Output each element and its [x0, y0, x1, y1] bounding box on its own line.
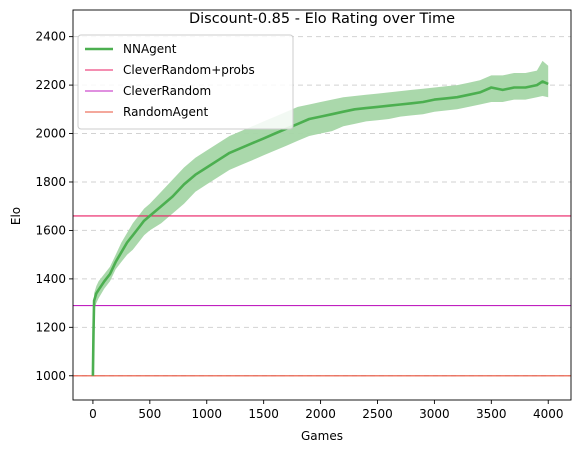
legend-label: RandomAgent — [123, 105, 208, 119]
legend-box — [77, 34, 294, 130]
x-tick-label: 0 — [89, 407, 97, 421]
confidence-band — [92, 60, 549, 376]
y-tick-label: 1400 — [35, 272, 66, 286]
y-tick-label: 2400 — [35, 30, 66, 44]
y-tick-label: 1600 — [35, 223, 66, 237]
y-tick-label: 1000 — [35, 369, 66, 383]
x-tick-label: 3500 — [476, 407, 507, 421]
x-tick-label: 2000 — [305, 407, 336, 421]
baseline-lines — [73, 215, 571, 377]
chart-title: Discount-0.85 - Elo Rating over Time — [189, 11, 455, 27]
legend-label: CleverRandom — [123, 84, 211, 98]
nnagent-line — [91, 80, 549, 376]
series-lines — [91, 80, 549, 376]
nnagent-band — [92, 60, 549, 376]
legend-label: CleverRandom+probs — [123, 63, 255, 77]
x-tick-label: 4000 — [533, 407, 564, 421]
y-tick-label: 2000 — [35, 127, 66, 141]
y-axis-ticks: 1000 1200 1400 1600 1800 2000 2200 2400 — [35, 30, 73, 383]
x-tick-label: 2500 — [362, 407, 393, 421]
x-tick-label: 3000 — [419, 407, 450, 421]
x-tick-label: 1000 — [191, 407, 222, 421]
x-axis-title: Games — [301, 429, 343, 443]
legend-label: NNAgent — [123, 42, 177, 56]
y-tick-label: 2200 — [35, 78, 66, 92]
y-tick-label: 1800 — [35, 175, 66, 189]
x-axis-ticks: 0 500 1000 1500 2000 2500 3000 3500 4000 — [89, 400, 564, 421]
x-tick-label: 1500 — [248, 407, 279, 421]
plot-frame — [72, 9, 572, 401]
x-tick-label: 500 — [138, 407, 161, 421]
y-tick-label: 1200 — [35, 320, 66, 334]
y-axis-title: Elo — [9, 207, 23, 225]
legend: NNAgent CleverRandom+probs CleverRandom Ran… — [77, 34, 294, 130]
